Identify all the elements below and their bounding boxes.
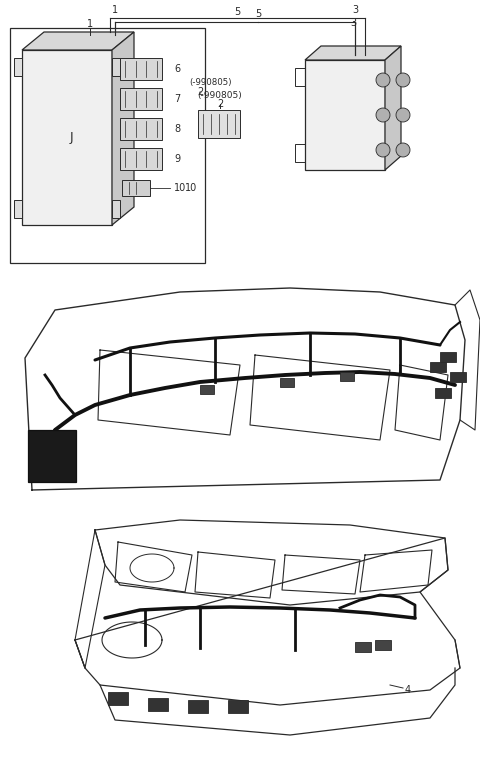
Polygon shape (120, 148, 162, 170)
Text: 5: 5 (255, 9, 261, 19)
Bar (430, 362, 446, 372)
Polygon shape (120, 88, 162, 110)
Bar (450, 372, 466, 382)
Polygon shape (120, 118, 162, 140)
Polygon shape (120, 58, 162, 80)
Text: (-990805): (-990805) (198, 90, 242, 100)
Polygon shape (112, 32, 134, 225)
Bar (108, 692, 128, 705)
Polygon shape (14, 200, 22, 218)
Bar (200, 385, 214, 394)
Text: 9: 9 (174, 154, 180, 164)
Bar (28, 430, 76, 482)
Text: 10: 10 (174, 183, 186, 193)
Text: 1: 1 (112, 5, 118, 15)
Text: 2: 2 (197, 87, 203, 97)
Text: 8: 8 (174, 124, 180, 134)
Bar (188, 700, 208, 713)
Bar (375, 640, 391, 650)
Polygon shape (385, 46, 401, 170)
Circle shape (396, 143, 410, 157)
Bar (435, 388, 451, 398)
Text: 10: 10 (185, 183, 197, 193)
Text: 7: 7 (174, 94, 180, 104)
Circle shape (376, 143, 390, 157)
Text: 3: 3 (350, 18, 356, 28)
Bar (440, 352, 456, 362)
Polygon shape (198, 110, 240, 138)
Bar (280, 378, 294, 387)
Polygon shape (305, 46, 401, 60)
Bar (340, 372, 354, 381)
Text: (-990805): (-990805) (189, 78, 231, 86)
Bar (355, 642, 371, 652)
Circle shape (376, 108, 390, 122)
Polygon shape (112, 200, 120, 218)
Polygon shape (112, 58, 120, 76)
Text: 6: 6 (174, 64, 180, 74)
Circle shape (396, 73, 410, 87)
Polygon shape (22, 50, 112, 225)
Polygon shape (22, 32, 134, 50)
Polygon shape (122, 180, 150, 196)
Bar (10, 28, 205, 263)
Circle shape (376, 73, 390, 87)
Text: J: J (70, 131, 73, 144)
Polygon shape (14, 58, 22, 76)
Bar (148, 698, 168, 711)
Text: 5: 5 (234, 7, 240, 17)
Text: 2: 2 (217, 99, 223, 109)
Bar (228, 700, 248, 713)
Polygon shape (305, 60, 385, 170)
Text: 3: 3 (352, 5, 358, 15)
Circle shape (396, 108, 410, 122)
Text: 4: 4 (405, 685, 411, 695)
Text: 1: 1 (87, 19, 93, 29)
